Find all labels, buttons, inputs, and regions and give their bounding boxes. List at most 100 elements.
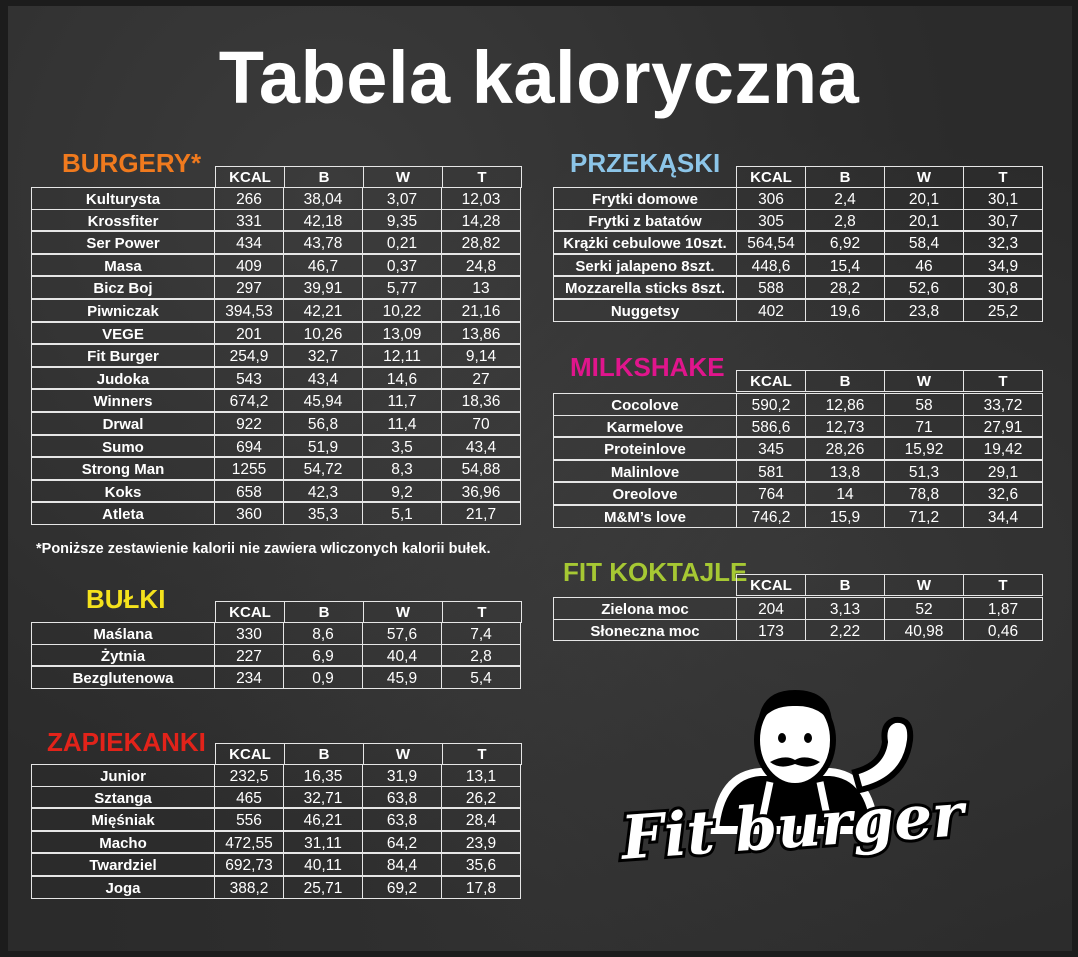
item-w: 5,77 [362,276,442,299]
item-kcal: 402 [736,298,806,322]
item-b: 54,72 [283,457,363,480]
item-b: 25,71 [283,875,363,899]
item-b: 43,4 [283,366,363,390]
item-b: 15,4 [805,253,885,277]
item-name: Drwal [31,411,215,435]
item-kcal: 434 [214,231,284,254]
section-title-bulki: BUŁKI [86,584,166,614]
item-name: Sumo [31,434,215,458]
item-name: Serki jalapeno 8szt. [553,253,737,277]
item-b: 42,18 [283,208,363,232]
item-name: Oreolove [553,482,737,505]
col-kcal: KCAL [215,743,285,765]
item-t: 34,9 [963,253,1043,277]
item-t: 2,8 [441,643,521,667]
section-title-milkshake: MILKSHAKE [570,352,725,382]
item-t: 21,7 [441,502,521,525]
item-w: 11,4 [362,411,442,435]
item-name: Masa [31,253,215,277]
item-kcal: 674,2 [214,389,284,412]
table-fit-koktajle: Zielona moc 204 3,13 52 1,87 Słoneczna moc 173… [553,597,1043,642]
item-b: 2,8 [805,208,885,232]
item-b: 15,9 [805,504,885,528]
table-row: Junior 232,5 16,35 31,9 13,1 [31,764,521,787]
item-kcal: 266 [214,187,284,210]
item-name: Karmelove [553,414,737,438]
item-name: Malinlove [553,459,737,483]
item-t: 21,16 [441,298,521,322]
item-kcal: 306 [736,187,806,210]
item-b: 32,7 [283,344,363,367]
item-w: 78,8 [884,482,964,505]
col-b: B [284,601,364,623]
item-kcal: 227 [214,643,284,667]
table-header-bulki: KCAL B W T [215,601,522,623]
item-w: 3,5 [362,434,442,458]
item-t: 36,96 [441,479,521,503]
item-b: 0,9 [283,666,363,689]
item-name: Nuggetsy [553,298,737,322]
item-t: 35,6 [441,853,521,876]
table-row: Bicz Boj 297 39,91 5,77 13 [31,276,521,300]
table-row: Sumo 694 51,9 3,5 43,4 [31,434,521,459]
item-t: 54,88 [441,457,521,480]
item-w: 9,35 [362,208,442,232]
item-name: Mięśniak [31,808,215,831]
col-b: B [805,574,885,596]
col-t: T [963,574,1043,596]
table-row: Serki jalapeno 8szt. 448,6 15,4 46 34,9 [553,253,1043,278]
item-b: 40,11 [283,853,363,876]
col-kcal: KCAL [736,166,806,188]
col-t: T [442,166,522,188]
table-row: Drwal 922 56,8 11,4 70 [31,411,521,436]
item-kcal: 588 [736,276,806,299]
item-name: Ser Power [31,231,215,254]
footnote: *Poniższe zestawienie kalorii nie zawier… [36,541,491,557]
item-kcal: 764 [736,482,806,505]
item-name: Bicz Boj [31,276,215,299]
item-kcal: 586,6 [736,414,806,438]
item-t: 18,36 [441,389,521,412]
item-name: Junior [31,764,215,787]
col-kcal: KCAL [215,601,285,623]
item-w: 0,37 [362,253,442,277]
item-kcal: 305 [736,208,806,232]
col-kcal: KCAL [736,370,806,392]
table-header-milkshake: KCAL B W T [736,370,1043,392]
item-t: 17,8 [441,875,521,899]
item-name: Macho [31,830,215,854]
item-t: 28,82 [441,231,521,254]
item-name: Cocolove [553,393,737,416]
table-header-burgery: KCAL B W T [215,166,522,188]
table-row: Frytki z batatów 305 2,8 20,1 30,7 [553,208,1043,233]
table-row: Macho 472,55 31,11 64,2 23,9 [31,830,521,855]
item-w: 58,4 [884,231,964,254]
section-title-burgery: BURGERY* [62,148,202,178]
item-w: 12,11 [362,344,442,367]
item-b: 42,21 [283,298,363,322]
item-name: Słoneczna moc [553,618,737,642]
table-row: Karmelove 586,6 12,73 71 27,91 [553,414,1043,439]
table-row: Winners 674,2 45,94 11,7 18,36 [31,389,521,413]
item-w: 63,8 [362,808,442,831]
item-name: Fit Burger [31,344,215,367]
item-kcal: 694 [214,434,284,458]
table-row: Koks 658 42,3 9,2 36,96 [31,479,521,504]
table-row: Masa 409 46,7 0,37 24,8 [31,253,521,278]
table-row: Sztanga 465 32,71 63,8 26,2 [31,785,521,810]
item-w: 40,98 [884,618,964,642]
col-w: W [363,166,443,188]
table-row: Nuggetsy 402 19,6 23,8 25,2 [553,298,1043,323]
item-b: 2,22 [805,618,885,642]
item-kcal: 543 [214,366,284,390]
item-b: 6,92 [805,231,885,254]
table-header-zapiekanki: KCAL B W T [215,743,522,765]
item-name: Proteinlove [553,437,737,460]
table-row: Oreolove 764 14 78,8 32,6 [553,482,1043,506]
table-bulki: Maślana 330 8,6 57,6 7,4 Żytnia 227 6,9 40,4 2,8 B… [31,622,521,690]
item-b: 32,71 [283,785,363,809]
item-kcal: 472,55 [214,830,284,854]
item-kcal: 388,2 [214,875,284,899]
item-w: 46 [884,253,964,277]
item-t: 29,1 [963,459,1043,483]
